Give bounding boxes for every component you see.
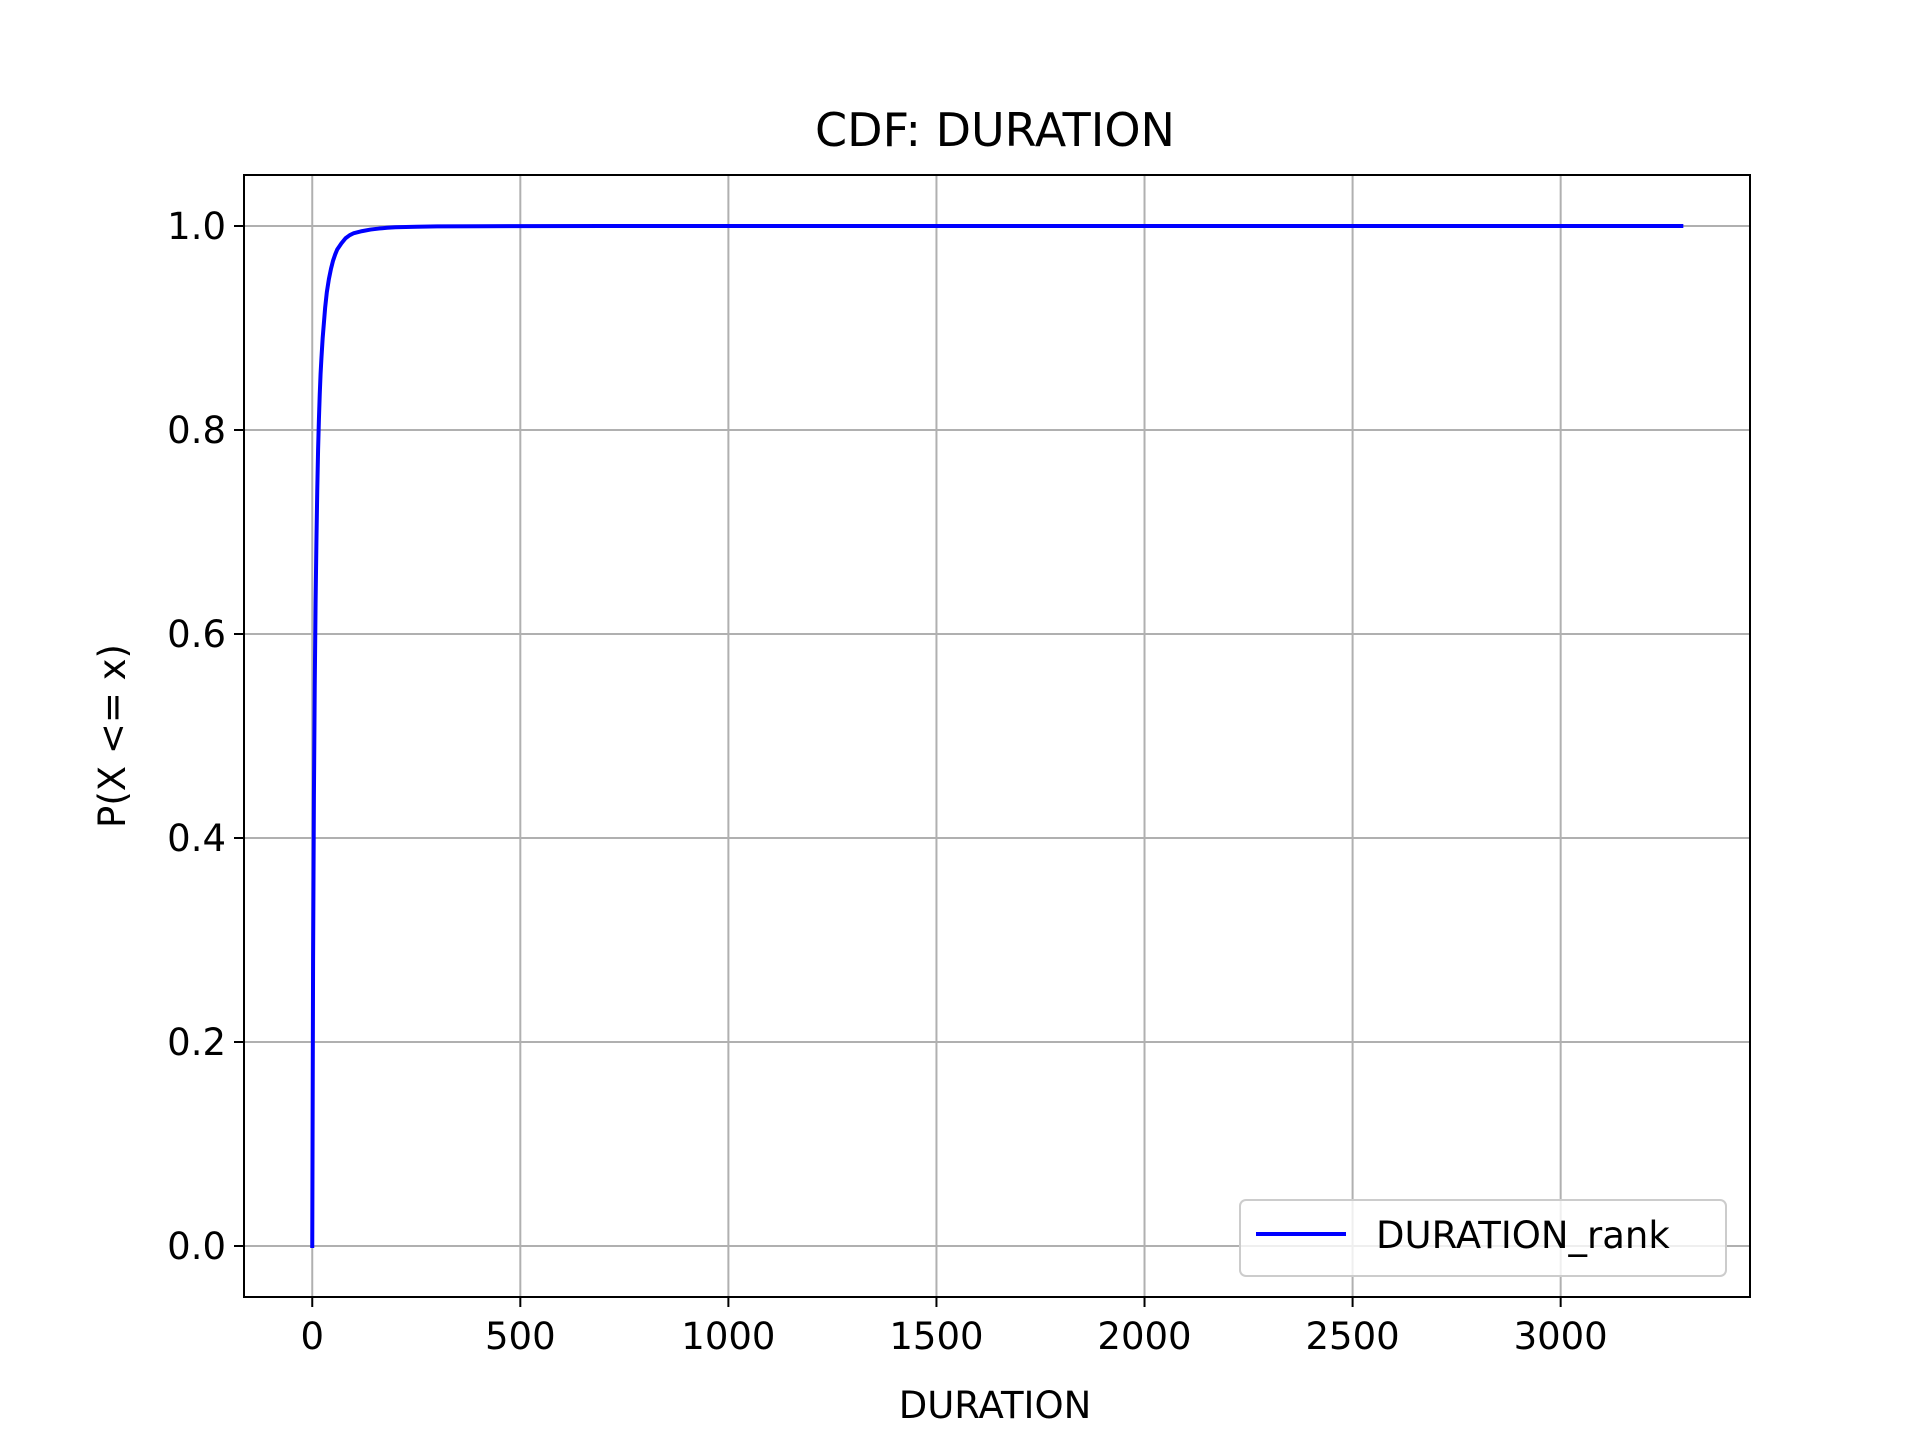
y-tick-label: 0.0 [167, 1225, 226, 1268]
x-tick-label: 1500 [889, 1315, 983, 1358]
y-tick-label: 0.2 [167, 1021, 226, 1064]
y-tick-label: 0.6 [167, 613, 226, 656]
series-layer [310, 224, 1684, 1249]
x-tick-label: 500 [485, 1315, 556, 1358]
y-tick-label: 0.8 [167, 409, 226, 452]
legend-box [1239, 1199, 1727, 1277]
y-tick-label: 1.0 [167, 205, 226, 248]
chart-title: CDF: DURATION [815, 103, 1175, 157]
series-line-duration-rank [310, 224, 1684, 1249]
x-tick-label: 2500 [1306, 1315, 1400, 1358]
x-axis-label: DURATION [899, 1384, 1092, 1427]
x-tick-label: 3000 [1514, 1315, 1608, 1358]
grid-lines [244, 175, 1750, 1297]
x-tick-label: 0 [300, 1315, 324, 1358]
plot-frame [243, 174, 1751, 1298]
y-tick-label: 0.4 [167, 817, 226, 860]
x-tick-label: 2000 [1097, 1315, 1191, 1358]
x-tick-label: 1000 [681, 1315, 775, 1358]
axis-ticks: 0 500 1000 1500 2000 2500 3000 0.0 0.2 0.4 0.6 0.8 1… [167, 205, 1608, 1358]
plot-area [244, 175, 1750, 1297]
y-axis-label: P(X <= x) [91, 644, 134, 828]
legend-label-duration-rank: DURATION_rank [1376, 1214, 1670, 1257]
legend: DURATION_rank [1239, 1199, 1727, 1277]
